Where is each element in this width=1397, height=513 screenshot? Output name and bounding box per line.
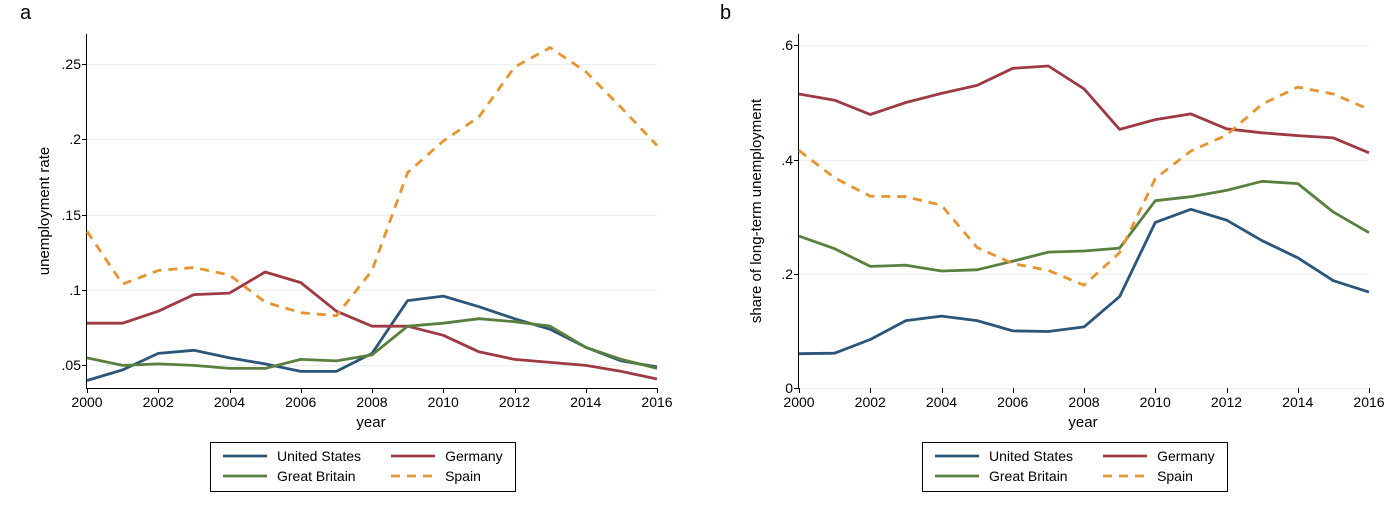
chart-b-xlabel: year [1068,414,1097,431]
xtick-label: 2000 [783,394,814,410]
ytick-label: .2 [781,266,793,282]
ytick-label: .25 [62,56,81,72]
legend-swatch-icon [1103,467,1147,485]
legend-label: Spain [1157,468,1193,484]
legend-label: Germany [445,448,503,464]
xtick-label: 2014 [1282,394,1313,410]
xtick-label: 2000 [71,394,102,410]
panel-a-label: a [20,2,31,25]
series-germany [799,66,1369,153]
legend-label: United States [989,448,1073,464]
legend-swatch-icon [223,467,267,485]
ytick-label: .05 [62,357,81,373]
ytick-label: .2 [69,131,81,147]
xtick-label: 2004 [926,394,957,410]
ytick-label: .15 [62,207,81,223]
chart-b-ylabel: share of long-term unemployment [748,99,765,323]
xtick-label: 2008 [1068,394,1099,410]
legend-item-spain: Spain [1103,467,1215,485]
xtick-label: 2016 [641,394,672,410]
legend-item-germany: Germany [391,447,503,465]
xtick-label: 2006 [285,394,316,410]
xtick-label: 2012 [499,394,530,410]
legend-item-united-states: United States [223,447,361,465]
xtick-label: 2016 [1353,394,1384,410]
chart-a-legend: United States Germany Great Britain Spain [210,442,516,492]
legend-swatch-icon [1103,447,1147,465]
xtick-label: 2010 [428,394,459,410]
xtick-label: 2008 [356,394,387,410]
legend-item-great-britain: Great Britain [935,467,1073,485]
legend-label: Great Britain [989,468,1068,484]
legend-item-great-britain: Great Britain [223,467,361,485]
series-spain [87,48,657,316]
legend-label: Spain [445,468,481,484]
series-spain [799,87,1369,285]
legend-item-spain: Spain [391,467,503,485]
ytick-label: .1 [69,282,81,298]
ytick-label: .4 [781,152,793,168]
legend-swatch-icon [391,467,435,485]
legend-swatch-icon [223,447,267,465]
legend-swatch-icon [935,447,979,465]
legend-swatch-icon [935,467,979,485]
series-great-britain [799,181,1369,271]
chart-a-xlabel: year [356,414,385,431]
chart-a-ylabel: unemployment rate [36,147,53,275]
chart-b-plot: 0.2.4.6200020022004200620082010201220142… [798,34,1369,389]
xtick-label: 2010 [1140,394,1171,410]
series-germany [87,272,657,379]
chart-a-plot: .05.1.15.2.25200020022004200620082010201… [86,34,657,389]
xtick-label: 2004 [214,394,245,410]
xtick-label: 2006 [997,394,1028,410]
legend-item-germany: Germany [1103,447,1215,465]
xtick-label: 2002 [855,394,886,410]
legend-label: Germany [1157,448,1215,464]
panel-b-label: b [720,2,731,25]
xtick-label: 2012 [1211,394,1242,410]
legend-item-united-states: United States [935,447,1073,465]
xtick-label: 2014 [570,394,601,410]
chart-b-legend: United States Germany Great Britain Spain [922,442,1228,492]
legend-swatch-icon [391,447,435,465]
ytick-label: .6 [781,37,793,53]
xtick-label: 2002 [143,394,174,410]
legend-label: Great Britain [277,468,356,484]
legend-label: United States [277,448,361,464]
series-united-states [799,209,1369,353]
